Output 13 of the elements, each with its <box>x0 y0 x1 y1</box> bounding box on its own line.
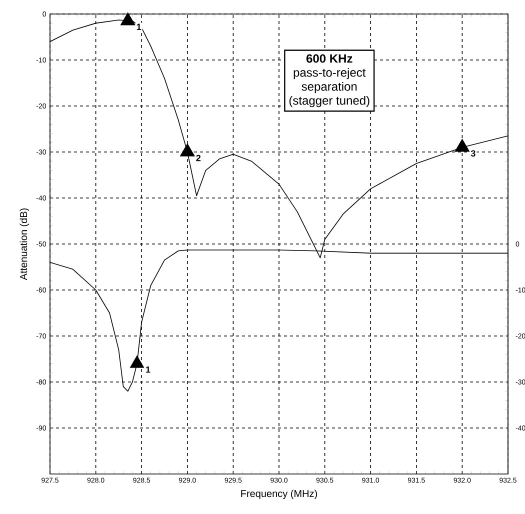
point <box>180 144 195 156</box>
point <box>454 138 470 152</box>
point <box>120 12 136 26</box>
annotation: pass-to-reject <box>294 68 366 80</box>
annotation: 3 <box>470 150 476 157</box>
annotation: separation <box>302 82 357 94</box>
annotation: 600 KHz <box>306 54 352 63</box>
annotation: (stagger tuned) <box>289 96 370 108</box>
x-axis-title: Frequency (MHz) <box>241 490 317 500</box>
annotation: 1 <box>136 24 142 30</box>
annotation: 2 <box>196 154 201 162</box>
annotation: 1 <box>146 366 150 373</box>
y-axis-title: Attenuation (dB) <box>20 208 30 280</box>
